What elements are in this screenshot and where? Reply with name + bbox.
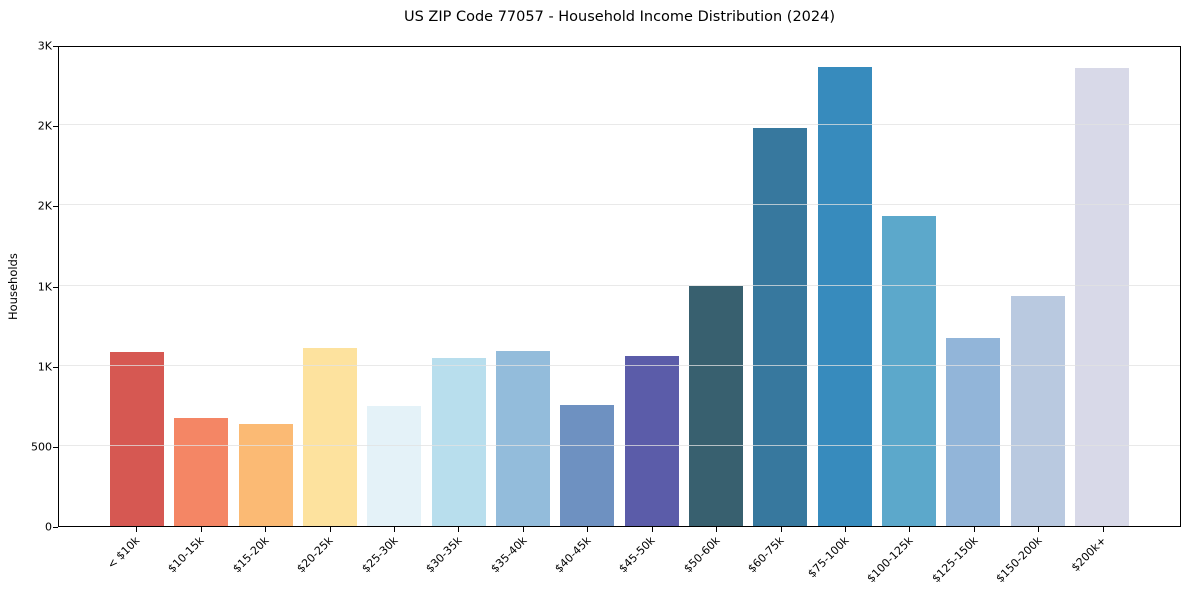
x-tick-mark-12 (909, 527, 911, 532)
y-axis-tick-label-1000: 1K (37, 360, 52, 374)
bar-slot-4 (362, 47, 426, 526)
x-tick-mark-1 (200, 527, 202, 532)
bar-12 (881, 216, 936, 526)
x-axis-tick-label-1: $10-15k (165, 534, 207, 576)
x-tick-mark-11 (845, 527, 847, 532)
x-tick-mark-13 (973, 527, 975, 532)
y-tick-mark-2500 (53, 126, 58, 128)
bar-slot-13 (941, 47, 1005, 526)
bar-slot-6 (491, 47, 555, 526)
x-axis-tick-label-3: $20-25k (294, 534, 336, 576)
bar-9 (688, 285, 743, 526)
bar-1 (174, 418, 229, 526)
bars-container (59, 47, 1180, 526)
y-axis-tick-label-2000: 2K (37, 199, 52, 213)
x-axis-tick-label-5: $30-35k (423, 534, 465, 576)
bar-5 (431, 358, 486, 526)
x-tick-mark-15 (1102, 527, 1104, 532)
x-axis-tick-label-10: $60-75k (745, 534, 787, 576)
bar-7 (560, 405, 615, 526)
bar-slot-8 (620, 47, 684, 526)
y-tick-mark-0 (53, 527, 58, 528)
x-axis-tick-label-2: $15-20k (230, 534, 272, 576)
bar-slot-2 (234, 47, 298, 526)
y-axis-tick-label-0: 0 (45, 520, 52, 534)
x-axis-tick-label-4: $25-30k (358, 534, 401, 576)
x-axis-tick-label-13: $125-150k (928, 534, 981, 586)
gridline-1000 (59, 364, 1180, 366)
x-tick-mark-14 (1038, 527, 1040, 532)
y-tick-mark-2000 (53, 206, 58, 208)
bar-0 (110, 351, 165, 526)
x-axis-tick-label-9: $50-60k (681, 534, 723, 576)
x-tick-mark-10 (780, 527, 782, 532)
y-tick-mark-1500 (53, 286, 58, 288)
bar-slot-10 (748, 47, 812, 526)
x-axis-tick-label-8: $45-50k (616, 534, 658, 576)
x-axis-tick-label-11: $75-100k (805, 534, 852, 581)
x-axis-tick-label-14: $150-200k (993, 534, 1045, 586)
x-tick-mark-9 (716, 527, 718, 532)
gridline-1500 (59, 284, 1180, 286)
bar-slot-11 (812, 47, 876, 526)
bar-slot-9 (684, 47, 748, 526)
y-axis-tick-label-500: 500 (31, 440, 52, 454)
x-axis-tick-label-15: $200k+ (1068, 534, 1109, 575)
x-axis-tick-label-7: $40-45k (552, 534, 594, 576)
gridline-2000 (59, 204, 1180, 206)
bar-11 (817, 66, 872, 526)
x-tick-mark-4 (393, 527, 395, 532)
gridline-2500 (59, 124, 1180, 126)
plot-area (58, 46, 1181, 527)
x-axis-tick-label-6: $35-40k (487, 534, 530, 576)
x-tick-mark-3 (329, 527, 331, 532)
x-axis-tick-label-0: < $10k (104, 534, 143, 572)
bar-slot-7 (555, 47, 619, 526)
y-axis-tick-label-2500: 2K (37, 119, 52, 133)
y-tick-mark-1000 (53, 366, 58, 368)
gridline-500 (59, 444, 1180, 446)
x-tick-mark-0 (136, 527, 138, 532)
bar-14 (1010, 296, 1065, 526)
bar-slot-3 (298, 47, 362, 526)
bar-6 (496, 351, 551, 526)
bar-slot-0 (105, 47, 169, 526)
bar-8 (624, 355, 679, 526)
bar-slot-12 (877, 47, 941, 526)
x-tick-mark-8 (651, 527, 653, 532)
y-tick-mark-500 (53, 446, 58, 448)
x-tick-mark-2 (265, 527, 267, 532)
y-axis-tick-label-3000: 3K (37, 39, 52, 53)
bar-4 (367, 406, 422, 526)
bar-slot-5 (427, 47, 491, 526)
x-tick-mark-7 (587, 527, 589, 532)
bar-slot-15 (1070, 47, 1134, 526)
bar-15 (1074, 67, 1129, 526)
y-axis-tick-label-1500: 1K (37, 280, 52, 293)
x-tick-mark-5 (458, 527, 460, 532)
bar-slot-14 (1005, 47, 1069, 526)
bar-13 (946, 337, 1001, 526)
bar-2 (238, 423, 293, 526)
bar-3 (303, 347, 358, 526)
x-tick-mark-6 (522, 527, 524, 532)
bar-10 (753, 127, 808, 526)
x-axis-tick-label-12: $100-125k (864, 534, 916, 586)
bar-slot-1 (169, 47, 233, 526)
chart-title: US ZIP Code 77057 - Household Income Dis… (403, 9, 836, 25)
y-tick-mark-3000 (53, 46, 58, 47)
